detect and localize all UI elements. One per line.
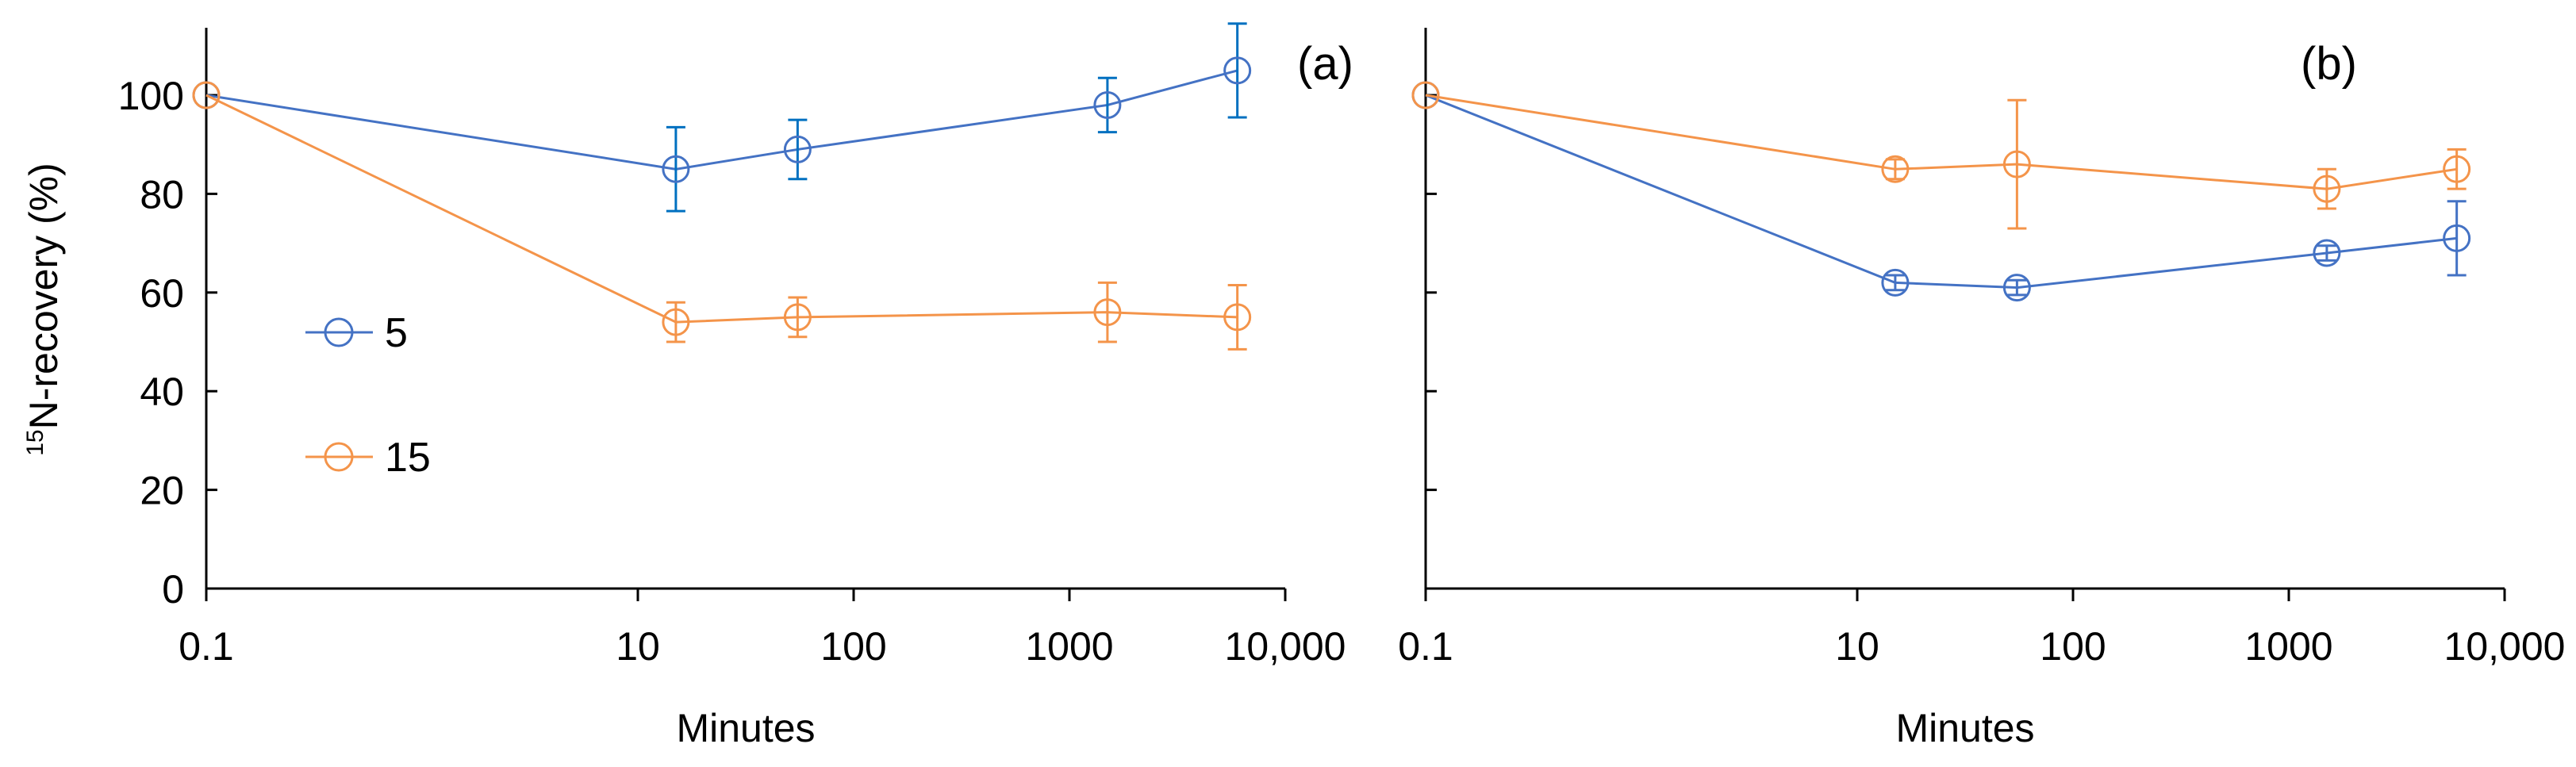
legend-label-5: 5 [385, 310, 408, 356]
data-point-5 [1093, 90, 1122, 119]
data-point-15 [1223, 303, 1252, 332]
y-tick-label: 40 [140, 370, 184, 414]
x-tick-label: 1000 [2244, 624, 2332, 669]
y-tick-label: 80 [140, 172, 184, 217]
x-tick-label: 100 [2040, 624, 2106, 669]
series-line-5 [1425, 94, 2457, 290]
data-point-5 [2443, 224, 2471, 252]
panel-b-x-title: Minutes [1895, 706, 2034, 750]
data-point-15 [2313, 174, 2341, 203]
panel-b-label: (b) [2301, 38, 2357, 90]
y-tick-label: 20 [140, 469, 184, 513]
x-tick-label: 0.1 [1398, 624, 1453, 669]
panel-a-label: (a) [1297, 38, 1353, 90]
data-point-15 [2002, 150, 2031, 178]
y-title-text: N-recovery (%) [21, 163, 66, 429]
data-point-15 [783, 303, 812, 332]
y-tick-label: 0 [162, 567, 184, 612]
panel-a-x-title: Minutes [676, 706, 815, 750]
panel-a-y-title: 15N-recovery (%) [21, 163, 66, 456]
legend: 5 15 [305, 310, 431, 481]
legend-marker-5 [324, 317, 354, 347]
x-tick-label: 10 [616, 624, 660, 669]
data-point-5 [662, 155, 690, 183]
x-tick-label: 10,000 [2444, 624, 2566, 669]
data-point-15 [1411, 81, 1440, 109]
data-point-15 [662, 308, 690, 336]
series-line-5 [205, 69, 1238, 171]
data-point-5 [1223, 56, 1252, 85]
data-point-15 [1881, 155, 1910, 183]
y-tick-label: 60 [140, 271, 184, 316]
y-tick-label: 100 [118, 74, 184, 118]
x-tick-label: 10,000 [1225, 624, 1346, 669]
y-title-superscript: 15 [22, 429, 48, 455]
panel-b: 0.1 10 100 1000 10,000 (b) Minutes [1398, 28, 2565, 750]
panel-a: 0.1 10 100 1000 10,000 0 20 40 60 80 100 (a) Minu… [21, 22, 1353, 750]
x-tick-label: 0.1 [179, 624, 234, 669]
legend-marker-15 [324, 442, 354, 472]
x-tick-label: 1000 [1025, 624, 1113, 669]
data-point-5 [783, 135, 812, 163]
legend-label-15: 15 [385, 435, 431, 481]
data-point-5 [2002, 274, 2031, 302]
data-point-5 [1881, 268, 1910, 297]
x-tick-label: 10 [1835, 624, 1879, 669]
data-point-15 [2443, 155, 2471, 183]
series-line-15 [1425, 94, 2457, 190]
series-line-15 [205, 94, 1238, 324]
data-point-5 [2313, 239, 2341, 267]
data-point-15 [1093, 298, 1122, 327]
data-point-15 [192, 81, 221, 109]
x-tick-label: 100 [820, 624, 886, 669]
